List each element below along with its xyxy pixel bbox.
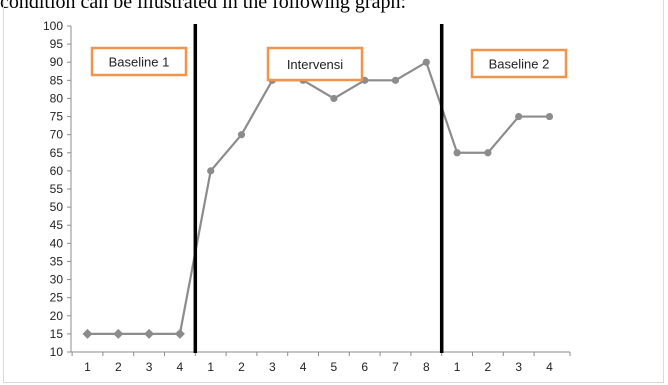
y-tick-label: 45	[50, 218, 64, 232]
data-point-marker	[391, 76, 400, 84]
x-tick-label: 4	[546, 360, 553, 374]
data-point-marker	[144, 328, 155, 339]
phase-label-text: Intervensi	[287, 57, 343, 72]
phase-label-box	[90, 46, 188, 77]
y-tick-label: 50	[50, 200, 64, 214]
y-tick-label: 60	[50, 164, 64, 178]
data-point-marker	[330, 94, 338, 103]
x-tick-label: 3	[146, 360, 153, 374]
y-tick-label: 25	[50, 291, 64, 305]
y-axis: 10 15 20 25 30 35 40 45 50 55 60 65 70 75 80 85 90 95 100	[43, 19, 72, 359]
phase-dividers	[193, 24, 444, 353]
y-tick-label: 95	[50, 37, 64, 51]
x-tick-label: 7	[392, 360, 399, 374]
y-tick-label: 80	[50, 91, 64, 105]
phase-label-box	[470, 48, 568, 79]
x-tick-label: 2	[238, 360, 245, 374]
data-point-marker	[484, 149, 492, 157]
y-tick-label: 35	[50, 254, 64, 268]
data-point-marker	[515, 112, 523, 121]
data-point-marker	[545, 112, 554, 121]
y-tick-label: 70	[50, 128, 64, 142]
x-tick-label: 5	[331, 360, 338, 374]
data-point-marker	[207, 167, 215, 175]
phase-labels: Baseline 1 Intervensi Baseline 2	[90, 46, 568, 82]
data-point-marker	[113, 328, 124, 339]
series-path	[87, 60, 550, 335]
data-point-marker	[174, 328, 185, 339]
y-tick-label: 90	[50, 55, 64, 69]
phase-label-text: Baseline 2	[489, 57, 550, 72]
x-tick-label: 8	[423, 360, 430, 374]
x-tick-label: 3	[515, 360, 522, 374]
data-point-marker	[453, 149, 461, 157]
x-axis: 1 2 3 4 1 2 3 4 5 6 7 8 1 2 3 4	[71, 351, 571, 374]
x-tick-label: 1	[207, 360, 214, 374]
y-tick-label: 15	[50, 327, 64, 341]
data-point-marker	[422, 58, 430, 66]
y-tick-label: 55	[50, 182, 64, 196]
phase-label-box	[266, 46, 364, 82]
y-tick-label: 100	[43, 19, 63, 33]
y-tick-label: 40	[50, 236, 64, 250]
series-line	[82, 58, 554, 339]
x-tick-label: 6	[361, 360, 368, 374]
x-tick-label: 3	[269, 360, 276, 374]
y-tick-label: 10	[50, 345, 64, 359]
x-tick-label: 1	[84, 360, 91, 374]
x-tick-label: 4	[177, 360, 184, 374]
y-tick-label: 20	[50, 309, 64, 323]
data-point-marker	[82, 328, 93, 339]
y-tick-label: 65	[50, 146, 64, 160]
document-text-above: condition can be illustrated in the foll…	[0, 0, 407, 13]
y-tick-label: 75	[50, 110, 64, 124]
x-tick-label: 4	[300, 360, 307, 374]
x-tick-label: 2	[115, 360, 122, 374]
x-tick-label: 2	[485, 360, 492, 374]
phase-label-text: Baseline 1	[109, 55, 170, 70]
x-tick-label: 1	[454, 360, 461, 374]
y-tick-label: 85	[50, 73, 64, 87]
chart-frame	[3, 0, 664, 383]
y-tick-label: 30	[50, 273, 64, 287]
data-point-marker	[237, 131, 246, 139]
